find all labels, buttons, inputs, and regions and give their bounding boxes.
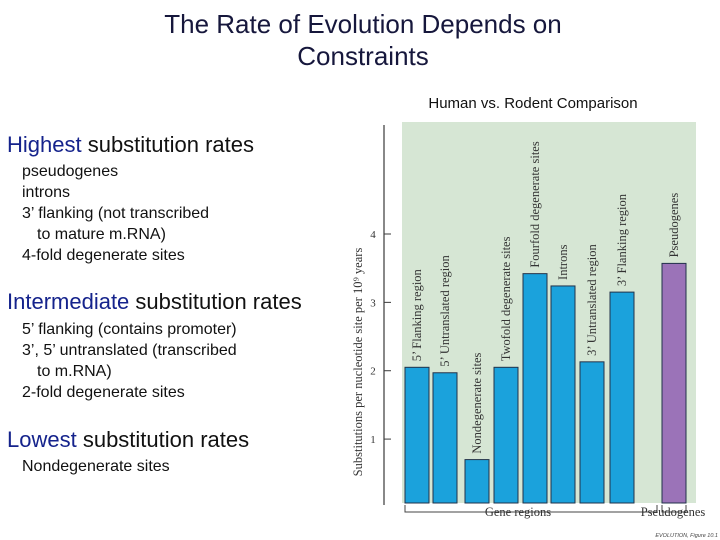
bar (579, 361, 605, 504)
group-bracket (404, 505, 658, 513)
list-item: 5’ flanking (contains promoter) (22, 321, 237, 338)
bar (404, 366, 430, 504)
bar-label: Nondegenerate sites (470, 352, 484, 453)
bar-label: 3’ Untranslated region (585, 244, 599, 356)
bar (522, 273, 548, 504)
slide-title-line2: Constraints (297, 41, 429, 71)
heading-intermediate: Intermediate substitution rates (7, 289, 302, 315)
bar-label: Pseudogenes (667, 193, 681, 258)
bar-label: 3’ Flanking region (615, 193, 629, 286)
bar (493, 366, 519, 504)
heading-highest-rest: substitution rates (81, 132, 255, 157)
group-label: Gene regions (485, 505, 551, 519)
bar-label: Fourfold degenerate sites (528, 141, 542, 267)
slide-title: The Rate of Evolution Depends on Constra… (0, 8, 720, 72)
list-item: 3’ flanking (not transcribed (22, 205, 210, 222)
slide-title-line1: The Rate of Evolution Depends on (164, 9, 562, 39)
bar (609, 291, 635, 504)
heading-highest: Highest substitution rates (7, 132, 254, 158)
heading-highest-emphasis: Highest (7, 132, 82, 157)
y-tick-label: 4 (370, 229, 376, 241)
bar-label: Twofold degenerate sites (499, 236, 513, 361)
list-item: pseudogenes (22, 163, 119, 180)
y-tick-label: 1 (370, 434, 376, 446)
group-bracket (661, 505, 687, 513)
list-item: to m.RNA) (37, 363, 112, 380)
heading-lowest: Lowest substitution rates (7, 427, 249, 453)
heading-intermediate-emphasis: Intermediate (7, 289, 130, 314)
chart-subtitle: Human vs. Rodent Comparison (428, 95, 638, 112)
bar (550, 285, 576, 504)
bar (661, 262, 687, 504)
bar-label: 5’ Flanking region (410, 268, 424, 361)
figure-credit: EVOLUTION, Figure 10.1 (655, 533, 718, 539)
list-item: 4-fold degenerate sites (22, 247, 185, 264)
list-item: to mature m.RNA) (37, 226, 166, 243)
bar (464, 459, 490, 504)
list-item: Nondegenerate sites (22, 458, 170, 475)
heading-lowest-rest: substitution rates (76, 427, 250, 452)
bar (432, 372, 458, 504)
y-axis-label: Substitutions per nucleotide site per 10… (351, 248, 365, 477)
list-item: 2-fold degenerate sites (22, 384, 185, 401)
list-item: introns (22, 184, 71, 201)
heading-lowest-emphasis: Lowest (7, 427, 77, 452)
heading-intermediate-rest: substitution rates (129, 289, 302, 314)
bar-label: 5’ Untranslated region (438, 254, 452, 366)
y-tick-label: 3 (370, 297, 376, 309)
list-item: 3’, 5’ untranslated (transcribed (22, 342, 237, 359)
y-tick-label: 2 (370, 366, 376, 378)
group-label: Pseudogenes (641, 505, 706, 519)
bar-label: Introns (556, 244, 570, 280)
